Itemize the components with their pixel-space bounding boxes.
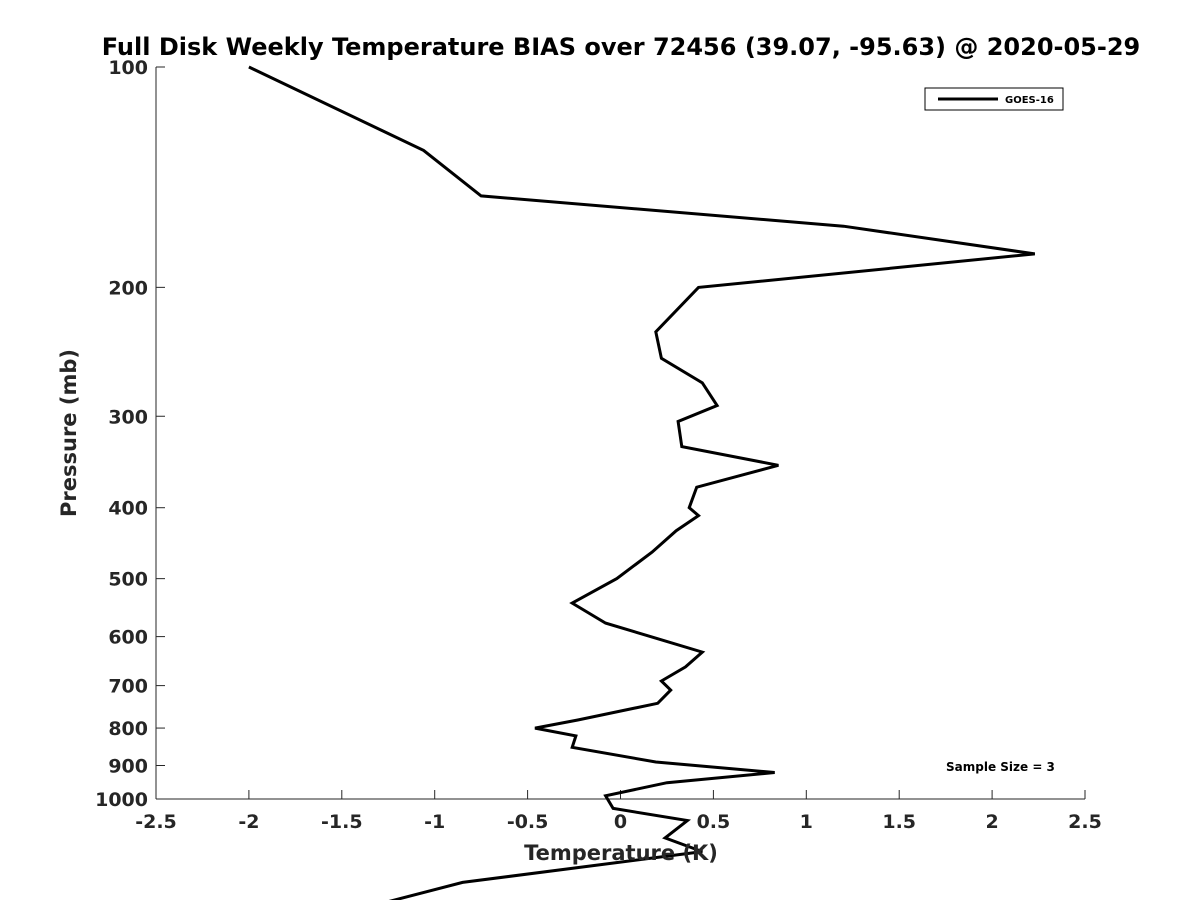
chart-title: Full Disk Weekly Temperature BIAS over 7… (102, 33, 1141, 61)
x-tick-label: 2 (985, 811, 998, 833)
legend: GOES-16 (924, 87, 1064, 111)
x-tick-label: -2.5 (135, 811, 177, 833)
y-axis-label: Pressure (mb) (57, 349, 81, 517)
x-tick-label: 0 (614, 811, 627, 833)
y-tick-label: 300 (108, 406, 148, 428)
y-tick-label: 100 (108, 57, 148, 79)
x-tick-label: -1 (424, 811, 445, 833)
sample-size-annotation: Sample Size = 3 (946, 760, 1055, 774)
x-tick-label: -2 (238, 811, 259, 833)
y-tick-label: 200 (108, 277, 148, 299)
y-tick-label: 600 (108, 627, 148, 649)
y-tick-label: 700 (108, 676, 148, 698)
series-line-goes-16 (248, 65, 1036, 900)
x-tick-label: -0.5 (507, 811, 549, 833)
x-tick-label: 0.5 (697, 811, 731, 833)
y-tick-label: 500 (108, 569, 148, 591)
y-tick-label: 1000 (95, 789, 148, 811)
x-tick-label: 1 (800, 811, 813, 833)
legend-label-goes-16: GOES-16 (1005, 95, 1054, 106)
x-axis-ticks: -2.5 -2 -1.5 -1 -0.5 0 0.5 1 1.5 2 2.5 (135, 790, 1102, 833)
y-tick-label: 400 (108, 498, 148, 520)
y-tick-label: 900 (108, 756, 148, 778)
x-tick-label: 2.5 (1068, 811, 1102, 833)
x-axis-label: Temperature (K) (524, 841, 718, 865)
y-tick-label: 800 (108, 718, 148, 740)
x-tick-label: -1.5 (321, 811, 363, 833)
x-tick-label: 1.5 (882, 811, 916, 833)
y-axis-ticks: 100 200 300 400 500 600 700 800 900 1000 (95, 57, 165, 811)
